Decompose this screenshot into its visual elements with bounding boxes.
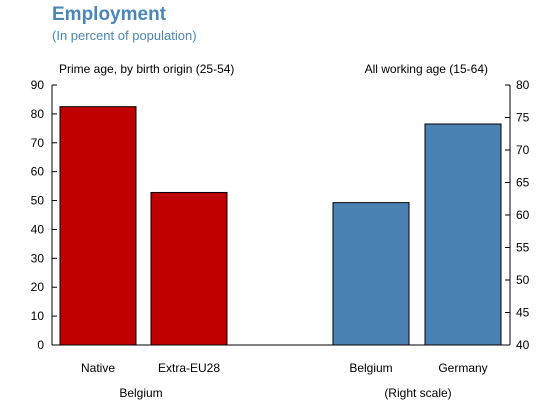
- left-tick-label: 70: [31, 136, 45, 150]
- left-group-label: Belgium: [119, 386, 162, 400]
- left-panel-label: Prime age, by birth origin (25-54): [59, 62, 234, 76]
- right-tick-label: 80: [516, 78, 530, 92]
- right-axis: 40 45 50 55 60 65 70 75 80: [505, 78, 530, 352]
- right-panel-label: All working age (15-64): [365, 62, 488, 76]
- bar-left-native: [59, 106, 137, 346]
- left-tick-label: 50: [31, 194, 45, 208]
- bar-right-belgium: [332, 202, 410, 346]
- right-tick-label: 70: [516, 143, 530, 157]
- category-label: Germany: [438, 361, 487, 375]
- right-tick-label: 60: [516, 208, 530, 222]
- chart-title: Employment: [52, 4, 167, 25]
- category-label: Extra-EU28: [158, 361, 220, 375]
- right-tick-label: 55: [516, 241, 530, 255]
- left-tick-label: 40: [31, 222, 45, 236]
- left-tick-label: 10: [31, 309, 45, 323]
- left-tick-label: 20: [31, 280, 45, 294]
- left-tick-label: 90: [31, 78, 45, 92]
- bar-left-extra-eu28: [150, 191, 228, 346]
- bar-right-germany: [424, 123, 502, 346]
- left-tick-label: 0: [37, 338, 44, 352]
- right-group-label: (Right scale): [384, 386, 451, 400]
- right-tick-label: 40: [516, 338, 530, 352]
- category-labels: Native Extra-EU28 Belgium Germany: [81, 361, 488, 375]
- category-label: Native: [81, 361, 115, 375]
- right-tick-label: 75: [516, 111, 530, 125]
- right-tick-label: 65: [516, 176, 530, 190]
- left-tick-label: 30: [31, 251, 45, 265]
- right-tick-label: 50: [516, 273, 530, 287]
- left-tick-label: 60: [31, 165, 45, 179]
- bars: [59, 106, 502, 346]
- right-tick-label: 45: [516, 306, 530, 320]
- chart-subtitle: (In percent of population): [52, 28, 197, 43]
- category-label: Belgium: [349, 361, 392, 375]
- left-tick-label: 80: [31, 107, 45, 121]
